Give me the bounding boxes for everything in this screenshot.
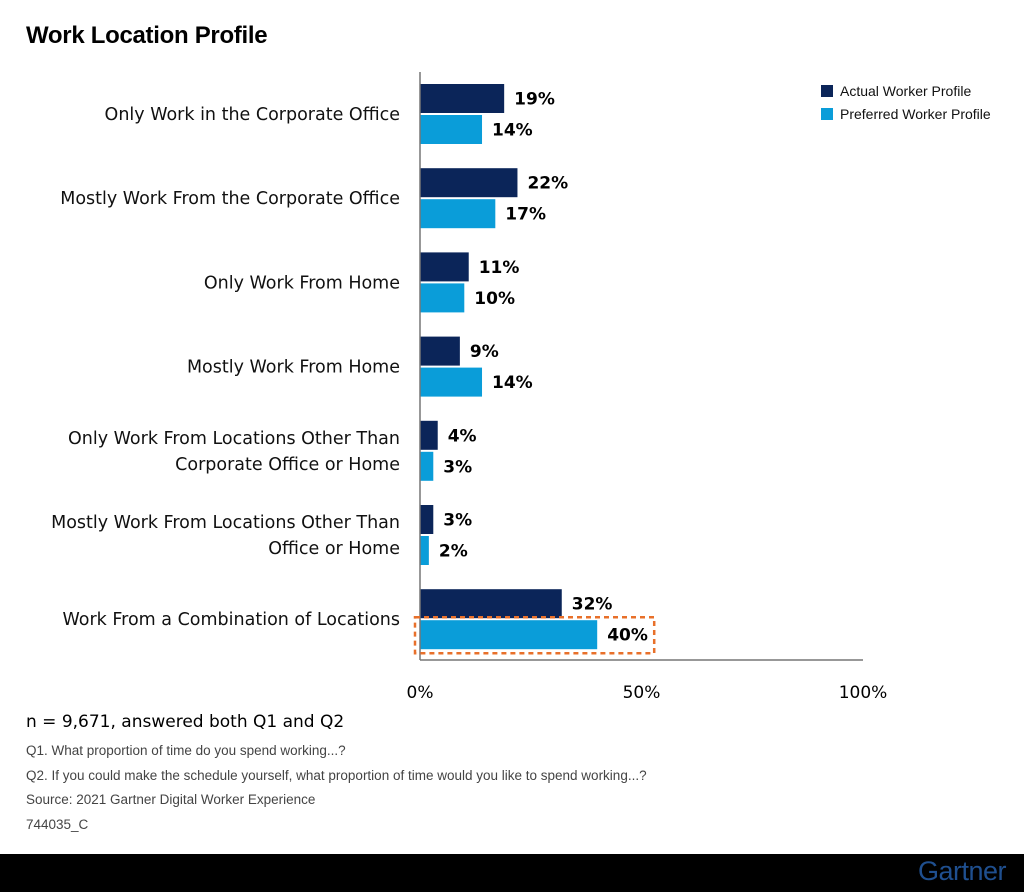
figure-code: 744035_C <box>26 817 89 832</box>
category-label-4-line-1: Corporate Office or Home <box>175 455 400 475</box>
highlight-group <box>413 615 656 655</box>
bar-actual-6 <box>420 589 562 619</box>
category-label-1: Mostly Work From the Corporate Office <box>60 189 400 209</box>
value-label-preferred-6: 40% <box>607 626 648 646</box>
value-label-preferred-4: 3% <box>443 457 472 477</box>
bar-preferred-6 <box>420 620 598 650</box>
category-label-6: Work From a Combination of Locations <box>63 610 401 630</box>
value-label-preferred-2: 10% <box>474 289 515 309</box>
bar-actual-4 <box>420 420 438 450</box>
footer-bar: Gartner <box>0 854 1024 892</box>
bar-actual-2 <box>420 252 469 282</box>
tick-labels-group: 0% 50% 100% <box>407 683 888 703</box>
category-label-3: Mostly Work From Home <box>187 358 400 378</box>
x-tick-label-1: 50% <box>623 683 661 703</box>
x-tick-label-0: 0% <box>407 683 434 703</box>
highlight-box <box>413 615 656 655</box>
legend: Actual Worker Profile Preferred Worker Pr… <box>821 83 991 122</box>
bar-preferred-2 <box>420 283 465 313</box>
bars-group <box>420 84 598 650</box>
value-label-actual-3: 9% <box>470 342 499 362</box>
bar-actual-1 <box>420 168 518 198</box>
value-label-actual-2: 11% <box>479 258 520 278</box>
value-label-actual-4: 4% <box>448 426 477 446</box>
question-1-note: Q1. What proportion of time do you spend… <box>26 743 346 758</box>
bar-preferred-0 <box>420 115 483 144</box>
category-label-5-line-0: Mostly Work From Locations Other Than <box>51 513 400 533</box>
bar-preferred-4 <box>420 451 434 481</box>
bar-actual-3 <box>420 336 460 366</box>
category-label-0: Only Work in the Corporate Office <box>105 105 400 125</box>
legend-label-actual: Actual Worker Profile <box>840 83 971 99</box>
bar-preferred-3 <box>420 367 483 397</box>
category-label-4-line-0: Only Work From Locations Other Than <box>68 429 400 449</box>
chart-title: Work Location Profile <box>26 22 268 49</box>
bar-actual-0 <box>420 84 505 113</box>
axes-group <box>419 72 863 661</box>
value-label-actual-6: 32% <box>572 595 613 615</box>
category-label-5-line-1: Office or Home <box>268 539 400 559</box>
bar-preferred-1 <box>420 199 496 229</box>
question-2-note: Q2. If you could make the schedule yours… <box>26 768 647 783</box>
source-note: Source: 2021 Gartner Digital Worker Expe… <box>26 792 316 807</box>
sample-size-note: n = 9,671, answered both Q1 and Q2 <box>26 712 345 732</box>
value-label-preferred-1: 17% <box>505 205 546 225</box>
legend-swatch-preferred <box>821 108 833 120</box>
value-label-actual-5: 3% <box>443 511 472 531</box>
value-labels-group: 19% 14% 22% 17% 11% 10% 9% 14% 4% 3% 3% 2% 32% 40% <box>439 90 648 646</box>
bar-actual-5 <box>420 505 434 534</box>
bar-preferred-5 <box>420 536 429 565</box>
legend-swatch-actual <box>821 85 833 97</box>
value-label-preferred-0: 14% <box>492 121 533 141</box>
value-label-actual-0: 19% <box>514 90 555 110</box>
legend-label-preferred: Preferred Worker Profile <box>840 106 991 122</box>
brand-logo: Gartner <box>917 856 1007 886</box>
category-labels-group: Only Work in the Corporate Office Mostly … <box>51 105 400 630</box>
bar-chart: 19% 14% 22% 17% 11% 10% 9% 14% 4% 3% 3% 2% 32% 40% On… <box>51 72 991 703</box>
value-label-preferred-3: 14% <box>492 373 533 393</box>
value-label-preferred-5: 2% <box>439 542 468 562</box>
x-tick-label-2: 100% <box>839 683 888 703</box>
value-label-actual-1: 22% <box>527 174 568 194</box>
category-label-2: Only Work From Home <box>204 273 400 293</box>
